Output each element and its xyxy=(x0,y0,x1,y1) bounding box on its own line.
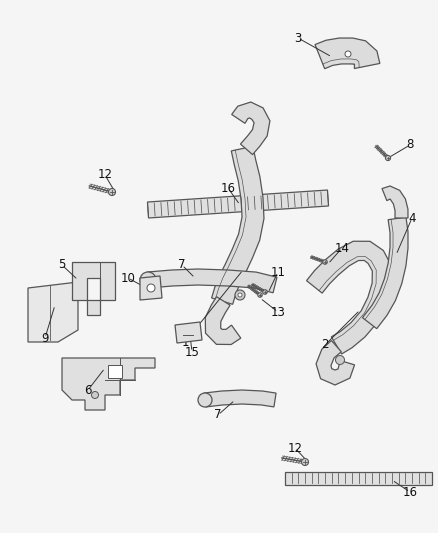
Circle shape xyxy=(92,392,99,399)
Circle shape xyxy=(235,290,245,300)
Polygon shape xyxy=(140,276,162,300)
Circle shape xyxy=(301,458,308,465)
Polygon shape xyxy=(108,365,122,378)
Text: 7: 7 xyxy=(214,408,222,422)
Text: 10: 10 xyxy=(120,271,135,285)
Circle shape xyxy=(198,393,212,407)
Polygon shape xyxy=(316,341,355,385)
Circle shape xyxy=(258,293,262,297)
Polygon shape xyxy=(382,186,408,218)
Polygon shape xyxy=(175,322,202,343)
Circle shape xyxy=(140,272,156,288)
Circle shape xyxy=(345,51,351,57)
Polygon shape xyxy=(212,147,264,304)
Circle shape xyxy=(238,293,242,297)
Text: 11: 11 xyxy=(271,265,286,279)
Polygon shape xyxy=(205,297,241,344)
Text: 12: 12 xyxy=(287,441,303,455)
Polygon shape xyxy=(87,300,100,315)
Polygon shape xyxy=(72,262,115,300)
Polygon shape xyxy=(28,282,78,342)
Polygon shape xyxy=(232,102,270,155)
Polygon shape xyxy=(285,472,432,484)
Polygon shape xyxy=(363,217,408,329)
Text: 2: 2 xyxy=(321,338,329,351)
Circle shape xyxy=(336,356,345,365)
Text: 4: 4 xyxy=(408,212,416,224)
Polygon shape xyxy=(315,38,380,69)
Text: 15: 15 xyxy=(184,345,199,359)
Text: 6: 6 xyxy=(84,384,92,397)
Polygon shape xyxy=(62,358,155,410)
Text: 12: 12 xyxy=(98,168,113,182)
Text: 16: 16 xyxy=(403,486,417,498)
Polygon shape xyxy=(204,390,276,407)
Text: 7: 7 xyxy=(178,259,186,271)
Text: 16: 16 xyxy=(220,182,236,195)
Text: 13: 13 xyxy=(271,305,286,319)
Polygon shape xyxy=(148,190,328,218)
Circle shape xyxy=(109,189,116,196)
Text: 14: 14 xyxy=(335,241,350,254)
Text: 5: 5 xyxy=(58,259,66,271)
Text: 9: 9 xyxy=(41,332,49,344)
Text: 1: 1 xyxy=(181,335,189,349)
Text: 8: 8 xyxy=(406,139,413,151)
Polygon shape xyxy=(307,241,392,354)
Circle shape xyxy=(263,290,267,294)
Polygon shape xyxy=(147,269,277,293)
Circle shape xyxy=(147,284,155,292)
Circle shape xyxy=(323,260,327,264)
Circle shape xyxy=(385,156,391,160)
Text: 3: 3 xyxy=(294,31,302,44)
